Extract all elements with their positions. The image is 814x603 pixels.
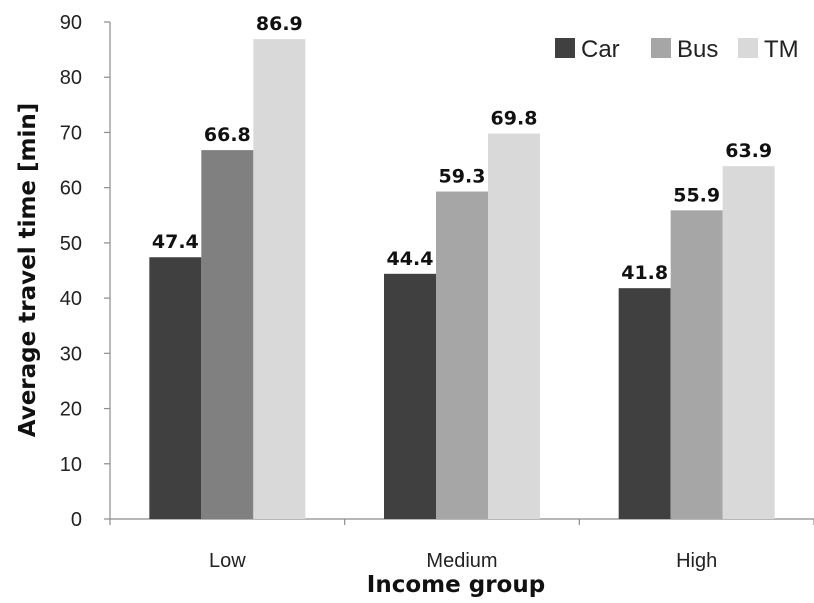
bar xyxy=(149,257,202,519)
y-tick-label: 90 xyxy=(60,12,82,34)
x-axis-title: Income group xyxy=(367,572,545,598)
bar xyxy=(488,133,540,519)
data-label: 41.8 xyxy=(621,262,668,284)
data-label: 63.9 xyxy=(725,140,772,162)
bar xyxy=(618,288,671,519)
x-axis: Low Medium High xyxy=(109,518,814,572)
y-tick-label: 30 xyxy=(60,343,82,365)
y-tick-label: 60 xyxy=(60,178,82,200)
data-label: 47.4 xyxy=(152,231,199,253)
bar xyxy=(722,166,775,519)
y-tick-label: 80 xyxy=(60,67,82,89)
legend-label: Car xyxy=(581,36,620,63)
data-label: 59.3 xyxy=(439,166,486,188)
y-tick-label: 10 xyxy=(60,454,82,476)
bar xyxy=(436,191,488,519)
legend-swatch xyxy=(651,38,671,58)
bar xyxy=(201,150,254,520)
legend-swatch xyxy=(738,38,758,58)
data-label: 66.8 xyxy=(204,124,251,146)
bars xyxy=(149,39,775,520)
y-tick-label: 50 xyxy=(60,233,82,255)
data-label: 86.9 xyxy=(256,13,303,35)
bar xyxy=(384,273,436,519)
bar xyxy=(670,210,723,519)
legend: Car Bus TM xyxy=(555,36,799,63)
data-label: 55.9 xyxy=(673,184,720,206)
data-label: 44.4 xyxy=(387,248,434,270)
legend-label: Bus xyxy=(677,36,718,63)
data-label: 69.8 xyxy=(491,108,538,130)
bar xyxy=(253,39,306,519)
y-tick-label: 70 xyxy=(60,122,82,144)
legend-swatch xyxy=(555,38,575,58)
y-tick-label: 20 xyxy=(60,399,82,421)
x-category-label: Medium xyxy=(426,550,497,572)
x-category-label: Low xyxy=(209,550,246,572)
data-labels: 47.4 66.8 86.9 44.4 59.3 69.8 41.8 55.963.9 xyxy=(152,13,772,284)
y-tick-label: 0 xyxy=(71,509,82,531)
y-tick-label: 40 xyxy=(60,288,82,310)
y-axis-title: Average travel time [min] xyxy=(15,103,41,438)
legend-label: TM xyxy=(764,36,799,63)
y-axis: 0 10 20 30 40 50 60 70 80 90 xyxy=(60,12,111,531)
x-category-label: High xyxy=(676,550,717,572)
